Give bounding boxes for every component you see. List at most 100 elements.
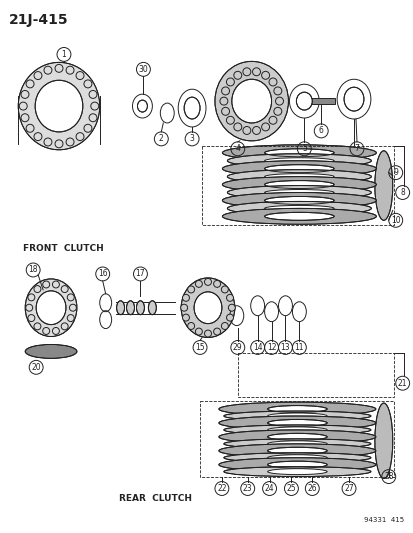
- Ellipse shape: [90, 102, 98, 110]
- Ellipse shape: [218, 444, 375, 458]
- Ellipse shape: [264, 205, 333, 212]
- Ellipse shape: [264, 149, 333, 157]
- Ellipse shape: [252, 68, 260, 76]
- Ellipse shape: [26, 304, 33, 311]
- Ellipse shape: [261, 123, 269, 131]
- Ellipse shape: [221, 107, 229, 115]
- Ellipse shape: [28, 294, 35, 301]
- Ellipse shape: [67, 314, 74, 321]
- Text: 15: 15: [195, 343, 204, 352]
- Ellipse shape: [226, 78, 234, 86]
- Ellipse shape: [18, 62, 100, 150]
- Text: 9: 9: [392, 168, 397, 177]
- Ellipse shape: [374, 151, 392, 220]
- Text: 24: 24: [264, 484, 274, 493]
- Ellipse shape: [233, 71, 241, 79]
- Ellipse shape: [204, 278, 211, 285]
- Ellipse shape: [35, 80, 83, 132]
- Text: 21J-415: 21J-415: [9, 13, 69, 27]
- Ellipse shape: [227, 154, 370, 168]
- Text: 20: 20: [31, 363, 41, 372]
- Text: 7: 7: [354, 144, 358, 154]
- Ellipse shape: [222, 161, 375, 176]
- Ellipse shape: [268, 78, 276, 86]
- Ellipse shape: [222, 192, 375, 208]
- Ellipse shape: [25, 344, 77, 358]
- Ellipse shape: [261, 71, 269, 79]
- Ellipse shape: [194, 292, 221, 324]
- Ellipse shape: [264, 212, 333, 220]
- Ellipse shape: [268, 116, 276, 124]
- Ellipse shape: [43, 281, 50, 288]
- Text: FRONT  CLUTCH: FRONT CLUTCH: [23, 244, 104, 253]
- Ellipse shape: [213, 328, 220, 335]
- Text: REAR  CLUTCH: REAR CLUTCH: [118, 494, 191, 503]
- Ellipse shape: [267, 433, 326, 440]
- Ellipse shape: [19, 102, 27, 110]
- Ellipse shape: [26, 124, 34, 132]
- Ellipse shape: [219, 97, 227, 105]
- Text: 14: 14: [252, 343, 262, 352]
- Text: 28: 28: [383, 472, 393, 481]
- Text: 13: 13: [280, 343, 290, 352]
- Ellipse shape: [227, 185, 370, 199]
- Text: 17: 17: [135, 270, 145, 278]
- Ellipse shape: [267, 441, 326, 447]
- Ellipse shape: [180, 304, 187, 311]
- Ellipse shape: [264, 181, 333, 189]
- Ellipse shape: [226, 314, 233, 321]
- Ellipse shape: [66, 138, 74, 146]
- Ellipse shape: [34, 133, 42, 141]
- Ellipse shape: [43, 327, 50, 334]
- Ellipse shape: [374, 403, 392, 479]
- Ellipse shape: [242, 68, 250, 76]
- Text: 30: 30: [138, 65, 148, 74]
- Ellipse shape: [267, 427, 326, 433]
- Ellipse shape: [84, 80, 92, 88]
- Ellipse shape: [267, 406, 326, 413]
- Ellipse shape: [67, 294, 74, 301]
- Ellipse shape: [136, 301, 144, 314]
- Text: 27: 27: [343, 484, 353, 493]
- Text: 22: 22: [217, 484, 226, 493]
- Ellipse shape: [187, 322, 194, 329]
- Ellipse shape: [267, 419, 326, 426]
- Text: 94331  415: 94331 415: [363, 518, 403, 523]
- Text: 12: 12: [266, 343, 275, 352]
- Ellipse shape: [61, 323, 68, 330]
- Ellipse shape: [267, 413, 326, 419]
- Text: 1: 1: [62, 50, 66, 59]
- Ellipse shape: [137, 100, 147, 112]
- Ellipse shape: [222, 208, 375, 224]
- Ellipse shape: [273, 107, 281, 115]
- Ellipse shape: [89, 91, 97, 99]
- Ellipse shape: [34, 323, 41, 330]
- Ellipse shape: [223, 453, 370, 463]
- Ellipse shape: [227, 201, 370, 215]
- Ellipse shape: [61, 286, 68, 293]
- Ellipse shape: [213, 280, 220, 287]
- Ellipse shape: [267, 469, 326, 474]
- Ellipse shape: [226, 116, 234, 124]
- Text: 3: 3: [189, 134, 194, 143]
- Ellipse shape: [218, 402, 375, 416]
- Text: 18: 18: [28, 265, 38, 274]
- Ellipse shape: [116, 301, 124, 314]
- Ellipse shape: [223, 425, 370, 435]
- Text: 10: 10: [390, 216, 399, 225]
- Ellipse shape: [182, 314, 189, 321]
- Ellipse shape: [21, 114, 29, 122]
- Text: 21: 21: [397, 379, 406, 387]
- Ellipse shape: [55, 64, 63, 72]
- Ellipse shape: [182, 294, 189, 301]
- Ellipse shape: [264, 158, 333, 164]
- Text: 5: 5: [301, 144, 306, 154]
- Ellipse shape: [184, 97, 199, 119]
- Ellipse shape: [264, 174, 333, 180]
- Ellipse shape: [222, 145, 375, 161]
- Ellipse shape: [52, 281, 59, 288]
- Ellipse shape: [221, 286, 228, 293]
- Ellipse shape: [218, 458, 375, 472]
- Ellipse shape: [69, 304, 76, 311]
- Ellipse shape: [218, 430, 375, 444]
